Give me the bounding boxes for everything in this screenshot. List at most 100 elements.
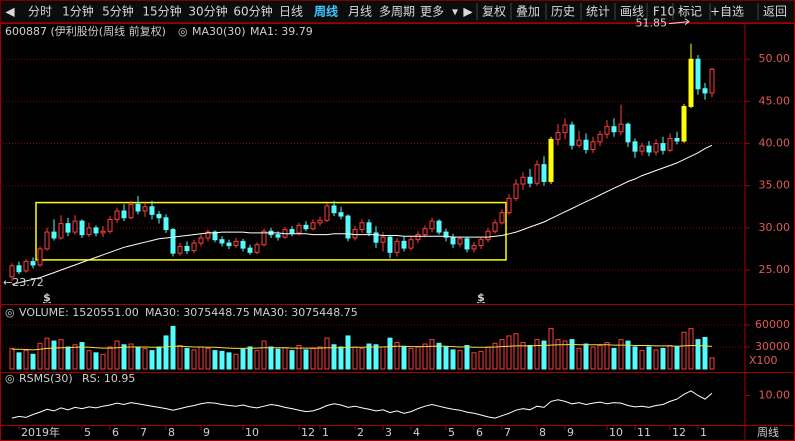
candle-body <box>639 145 645 152</box>
volume-bar <box>541 340 547 370</box>
candle-body <box>9 265 15 278</box>
rsms-icon: ◎ <box>5 372 15 385</box>
toolbar-button[interactable]: 日线 <box>279 5 303 19</box>
candle-body <box>156 213 162 219</box>
candle-body <box>562 124 568 134</box>
volume-bar <box>597 344 603 370</box>
toolbar-button[interactable]: 返回 <box>763 5 787 19</box>
volume-bar <box>86 350 92 370</box>
volume-bar <box>65 346 71 370</box>
candle-body <box>317 219 323 224</box>
candle-body <box>611 126 617 133</box>
toolbar-button[interactable]: 多周期 <box>379 5 415 19</box>
toolbar-button[interactable]: 复权 <box>482 5 506 19</box>
toolbar-button[interactable]: 历史 <box>551 5 575 19</box>
candle-body <box>254 244 260 253</box>
volume-bar <box>310 347 316 370</box>
toolbar-next-arrow[interactable]: ▶ <box>463 5 473 19</box>
candle-body <box>310 222 316 230</box>
volume-bar <box>254 350 260 370</box>
volume-bar <box>37 342 43 370</box>
y-tick-label: 40.00 <box>759 137 791 150</box>
toolbar-button[interactable]: 标记 <box>678 5 702 19</box>
toolbar-button[interactable]: F10 <box>653 5 675 19</box>
volume-bar <box>534 339 540 370</box>
volume-bar <box>674 346 680 370</box>
toolbar-button[interactable]: 画线 <box>620 5 644 19</box>
toolbar-button[interactable]: 统计 <box>586 5 610 19</box>
toolbar-button[interactable]: 更多 <box>420 5 444 19</box>
x-tick-label: 12 <box>301 426 315 439</box>
toolbar-button[interactable]: 分时 <box>28 5 52 19</box>
toolbar-button[interactable]: 叠加 <box>516 5 540 19</box>
volume-bar <box>401 346 407 370</box>
toolbar-button[interactable]: 30分钟 <box>188 4 227 19</box>
candle-body <box>527 176 533 184</box>
volume-bar <box>177 344 183 370</box>
candle-body <box>590 141 596 150</box>
toolbar-button[interactable]: 月线 <box>348 5 372 19</box>
volume-bar <box>478 350 484 370</box>
volume-bar <box>520 342 526 370</box>
volume-bar <box>422 343 428 370</box>
toolbar-button[interactable]: 周线 <box>314 4 338 19</box>
volume-bar <box>135 346 141 370</box>
volume-bar <box>702 336 708 370</box>
candle-body <box>555 132 561 140</box>
volume-bar <box>191 349 197 370</box>
volume-bar <box>618 339 624 370</box>
x-tick-label: 1 <box>322 426 329 439</box>
candle-body <box>16 265 22 273</box>
volume-bar <box>282 347 288 370</box>
candle-body <box>114 210 120 220</box>
candle-body <box>149 206 155 215</box>
toolbar-button[interactable]: 60分钟 <box>233 4 272 19</box>
volume-bar <box>317 346 323 370</box>
volume-bar <box>667 344 673 370</box>
volume-bar <box>149 350 155 370</box>
candle-body <box>135 203 141 212</box>
volume-bar <box>324 337 330 370</box>
candle-body <box>583 139 589 150</box>
x-tick-label: 6 <box>112 426 119 439</box>
volume-bar <box>366 343 372 370</box>
candle-body <box>408 239 414 249</box>
indicator-icon: ◎ <box>178 25 188 38</box>
volume-bar <box>296 344 302 370</box>
consolidation-box <box>35 201 507 261</box>
volume-bar <box>51 340 57 370</box>
toolbar-button[interactable]: 5分钟 <box>102 4 134 19</box>
candle-body <box>37 248 43 266</box>
candle-body <box>646 145 652 153</box>
x-tick-label: 5 <box>448 426 455 439</box>
candle-body <box>233 240 239 247</box>
candle-body <box>44 231 50 250</box>
toolbar-back-arrow[interactable]: ◀ <box>5 5 15 19</box>
volume-bar <box>604 342 610 370</box>
candle-body <box>170 229 176 254</box>
candle-body <box>128 203 134 219</box>
toolbar-button[interactable]: 15分钟 <box>142 4 181 19</box>
toolbar-dropdown[interactable]: ▾ <box>452 5 458 19</box>
candle-body <box>79 220 85 236</box>
candle-body <box>618 123 624 133</box>
toolbar-button[interactable]: 1分钟 <box>62 4 94 19</box>
candle-body <box>100 230 106 234</box>
candle-body <box>436 220 442 233</box>
volume-bar <box>345 335 351 370</box>
volume-bar <box>408 347 414 370</box>
rsms-title: RSMS(30) <box>19 372 73 385</box>
toolbar-button[interactable]: +自选 <box>710 5 744 19</box>
x-tick-label: 11 <box>637 426 651 439</box>
volume-bar <box>394 342 400 370</box>
candle-body <box>485 230 491 241</box>
ma-legend: MA1: 39.79 <box>250 25 313 38</box>
volume-bar <box>429 339 435 370</box>
candle-body <box>401 240 407 249</box>
y-tick-label: 25.00 <box>759 263 791 276</box>
high-arrow <box>668 18 690 26</box>
volume-bar <box>653 349 659 370</box>
candle-body <box>86 227 92 236</box>
volume-ma-legend-2: MA30: 3075448.75 <box>253 306 358 319</box>
